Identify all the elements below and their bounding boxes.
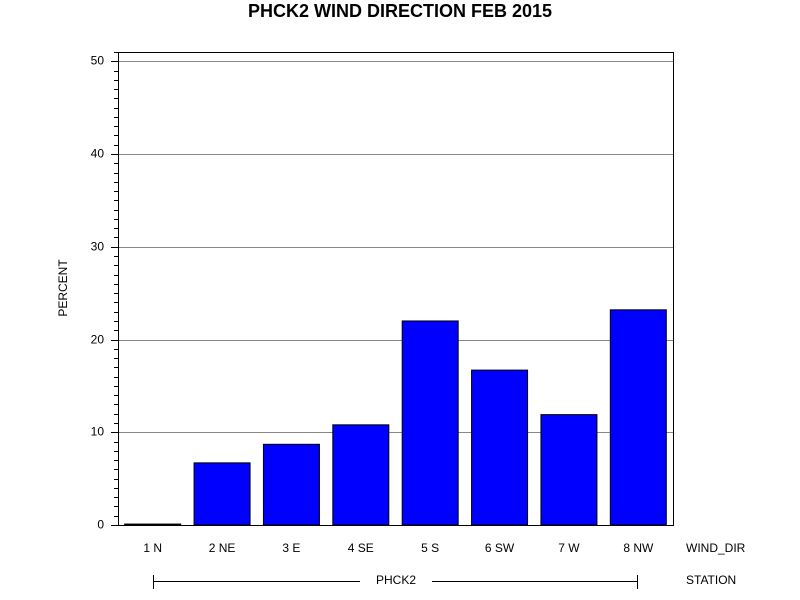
y-tick-label: 30 [91, 240, 105, 254]
bar [262, 443, 320, 526]
y-tick-label: 40 [91, 147, 105, 161]
x-tick-label: 7 W [558, 541, 580, 555]
bar [401, 320, 459, 526]
bar [332, 424, 390, 526]
y-tick-label: 20 [91, 333, 105, 347]
bar [124, 523, 182, 526]
x-tick-label: 2 NE [209, 541, 236, 555]
bar [540, 414, 598, 526]
group-label: PHCK2 [376, 573, 416, 587]
x-tick-label: 8 NW [623, 541, 654, 555]
x-tick-label: 5 S [421, 541, 439, 555]
group-bracket [153, 575, 638, 589]
chart-title: PHCK2 WIND DIRECTION FEB 2015 [248, 1, 552, 21]
bar [193, 462, 251, 526]
x-tick-label: 3 E [282, 541, 300, 555]
y-tick-label: 50 [91, 54, 105, 68]
bar [609, 309, 667, 526]
group-axis-label: STATION [686, 573, 736, 587]
x-tick-label: 6 SW [485, 541, 515, 555]
y-tick-label: 10 [91, 425, 105, 439]
y-tick-label: 0 [97, 518, 104, 532]
x-tick-label: 4 SE [348, 541, 374, 555]
x-axis-label: WIND_DIR [686, 541, 746, 555]
x-tick-label: 1 N [143, 541, 162, 555]
plot-frame [118, 52, 674, 526]
y-axis-label: PERCENT [56, 259, 70, 317]
bar [471, 369, 529, 526]
